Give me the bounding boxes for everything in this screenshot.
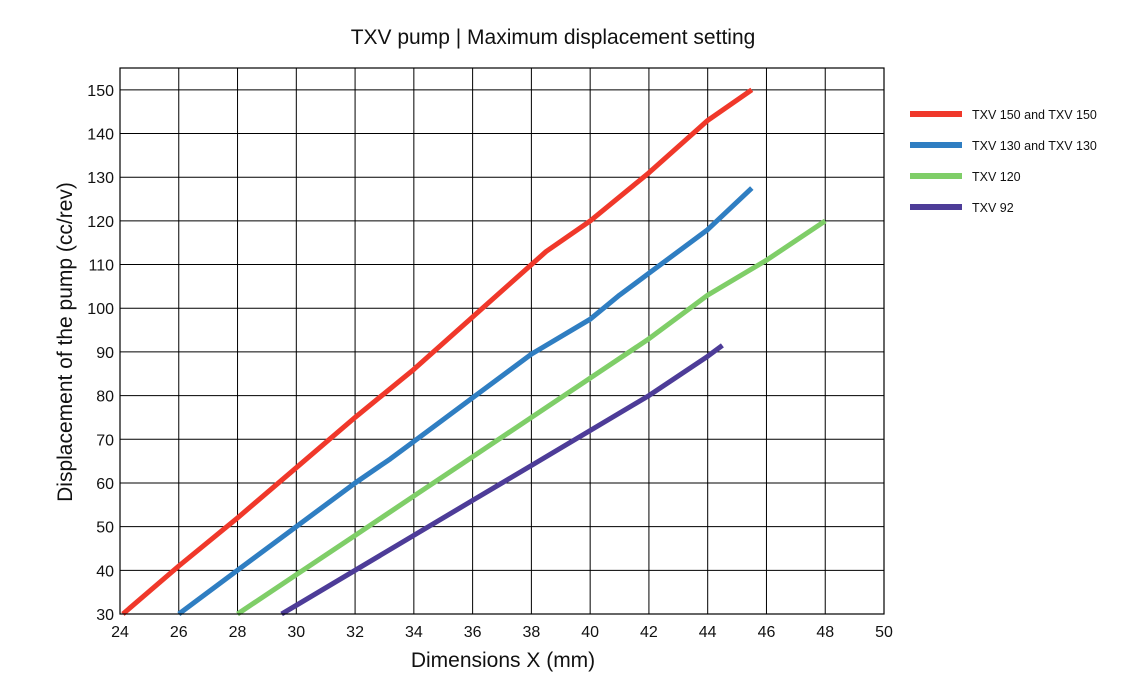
series-lines	[121, 87, 827, 617]
x-tick-label: 44	[699, 624, 717, 641]
x-tick-label: 46	[758, 624, 776, 641]
y-tick-label: 130	[87, 170, 114, 187]
x-tick-label: 28	[229, 624, 247, 641]
chart-title: TXV pump | Maximum displacement setting	[351, 26, 756, 49]
y-tick-label: 70	[96, 432, 114, 449]
y-tick-label: 60	[96, 476, 114, 493]
y-tick-label: 140	[87, 127, 114, 144]
x-tick-label: 36	[464, 624, 482, 641]
x-tick-label: 34	[405, 624, 423, 641]
x-tick-label: 40	[581, 624, 599, 641]
x-tick-label: 30	[287, 624, 305, 641]
plot-frame	[119, 67, 885, 615]
y-tick-label: 150	[87, 83, 114, 100]
y-tick-label: 90	[96, 345, 114, 362]
x-tick-label: 38	[522, 624, 540, 641]
x-tick-label: 32	[346, 624, 364, 641]
y-tick-label: 50	[96, 520, 114, 537]
legend-label-3: TXV 120	[972, 170, 1021, 184]
legend: TXV 150 and TXV 150 TXV 130 and TXV 130 TX…	[910, 108, 1097, 215]
x-axis-label: Dimensions X (mm)	[411, 649, 595, 672]
y-tick-label: 120	[87, 214, 114, 231]
x-tick-label: 50	[875, 624, 893, 641]
y-axis-ticks: 30 40 50 60 70 80 90 100 110 120 130 140 150	[87, 83, 114, 624]
series-line-1	[121, 87, 754, 616]
y-tick-label: 110	[88, 258, 114, 275]
y-tick-label: 80	[96, 389, 114, 406]
series-line-3	[236, 218, 827, 617]
series-line-4	[280, 343, 724, 617]
y-axis-label: Displacement of the pump (cc/rev)	[54, 182, 77, 502]
legend-label-1: TXV 150 and TXV 150	[972, 108, 1097, 122]
x-tick-label: 26	[170, 624, 188, 641]
legend-label-2: TXV 130 and TXV 130	[972, 139, 1097, 153]
y-tick-label: 40	[96, 563, 114, 580]
x-tick-label: 42	[640, 624, 658, 641]
x-tick-label: 48	[816, 624, 834, 641]
x-axis-ticks: 24 26 28 30 32 34 36 38 40 42 44 46 48 50	[111, 624, 893, 641]
grid	[119, 68, 885, 615]
x-tick-label: 24	[111, 624, 129, 641]
series-line-2	[177, 186, 754, 617]
y-tick-label: 100	[87, 301, 114, 318]
y-tick-label: 30	[96, 607, 114, 624]
legend-label-4: TXV 92	[972, 201, 1014, 215]
